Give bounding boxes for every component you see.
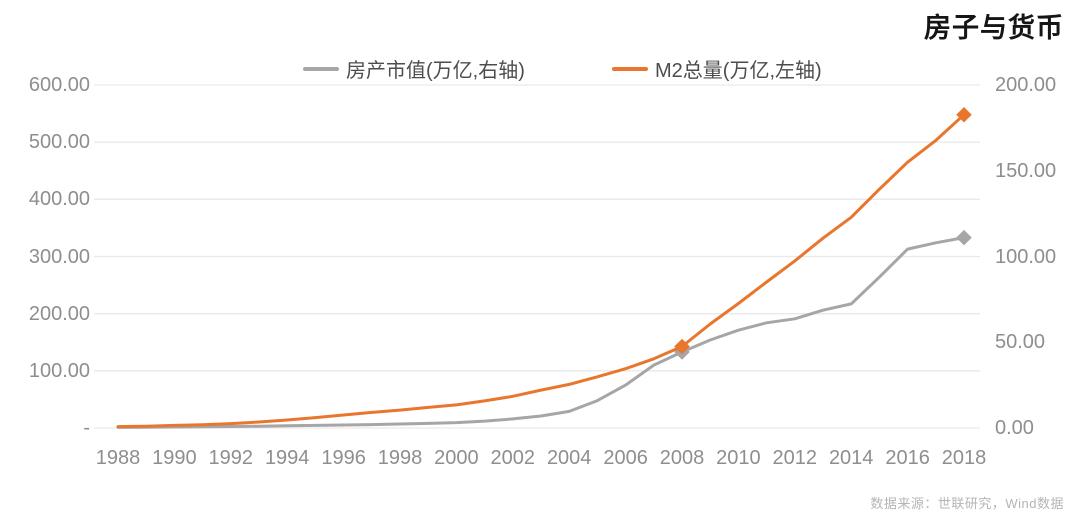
- legend-label-property-value: 房产市值(万亿,右轴): [346, 60, 525, 82]
- right-axis-tick-label: 150.00: [995, 159, 1057, 182]
- x-axis-tick-label: 2010: [716, 447, 761, 469]
- legend-label-m2-total: M2总量(万亿,左轴): [655, 60, 822, 82]
- chart-legend: 房产市值(万亿,右轴) M2总量(万亿,左轴): [0, 54, 1080, 82]
- x-axis-tick-label: 2008: [659, 447, 705, 469]
- x-axis-tick-label: 1996: [321, 447, 366, 469]
- legend-item-m2-total: M2总量(万亿,左轴): [612, 54, 822, 83]
- x-axis-tick-label: 1990: [152, 447, 197, 469]
- x-axis-tick-label: 1998: [377, 447, 423, 469]
- x-axis-tick-label: 1994: [264, 447, 310, 469]
- x-axis-tick-label: 1988: [95, 447, 141, 469]
- left-axis-tick-label: 500.00: [28, 131, 90, 154]
- right-axis-tick-label: 100.00: [995, 245, 1057, 268]
- left-axis-tick-label: 400.00: [28, 188, 90, 211]
- right-axis-tick-label: 50.00: [995, 331, 1046, 354]
- right-axis-tick-label: 0.00: [995, 417, 1034, 439]
- legend-line-swatch-gray: [303, 66, 339, 71]
- page-title: 房子与货币: [924, 13, 1064, 43]
- left-axis-tick-label: 100.00: [28, 359, 90, 382]
- left-axis-tick-label: 200.00: [28, 302, 90, 325]
- series-line-property-value: [116, 236, 966, 429]
- diamond-marker-2018: [956, 229, 972, 246]
- x-axis-tick-label: 2006: [603, 447, 648, 469]
- legend-item-property-value: 房产市值(万亿,右轴): [303, 54, 525, 83]
- left-axis-tick-label: 300.00: [28, 245, 90, 268]
- x-axis-tick-label: 2014: [828, 447, 874, 469]
- legend-line-swatch-orange: [612, 66, 648, 71]
- left-axis-tick-label: -: [83, 417, 90, 439]
- series-line-m2-total: [116, 113, 966, 429]
- x-axis-tick-label: 2002: [490, 447, 536, 469]
- left-axis-tick-label: 600.00: [28, 74, 90, 96]
- right-axis-tick-label: 200.00: [995, 74, 1057, 96]
- x-axis-tick-label: 2018: [941, 447, 987, 469]
- x-axis-tick-label: 1992: [208, 447, 254, 469]
- x-axis-tick-label: 2000: [434, 447, 479, 469]
- x-axis-tick-label: 2004: [546, 447, 592, 469]
- data-source-note: 数据来源：世联研究，Wind数据: [870, 496, 1064, 511]
- x-axis-tick-label: 2016: [885, 447, 930, 469]
- x-axis-tick-label: 2012: [772, 447, 818, 469]
